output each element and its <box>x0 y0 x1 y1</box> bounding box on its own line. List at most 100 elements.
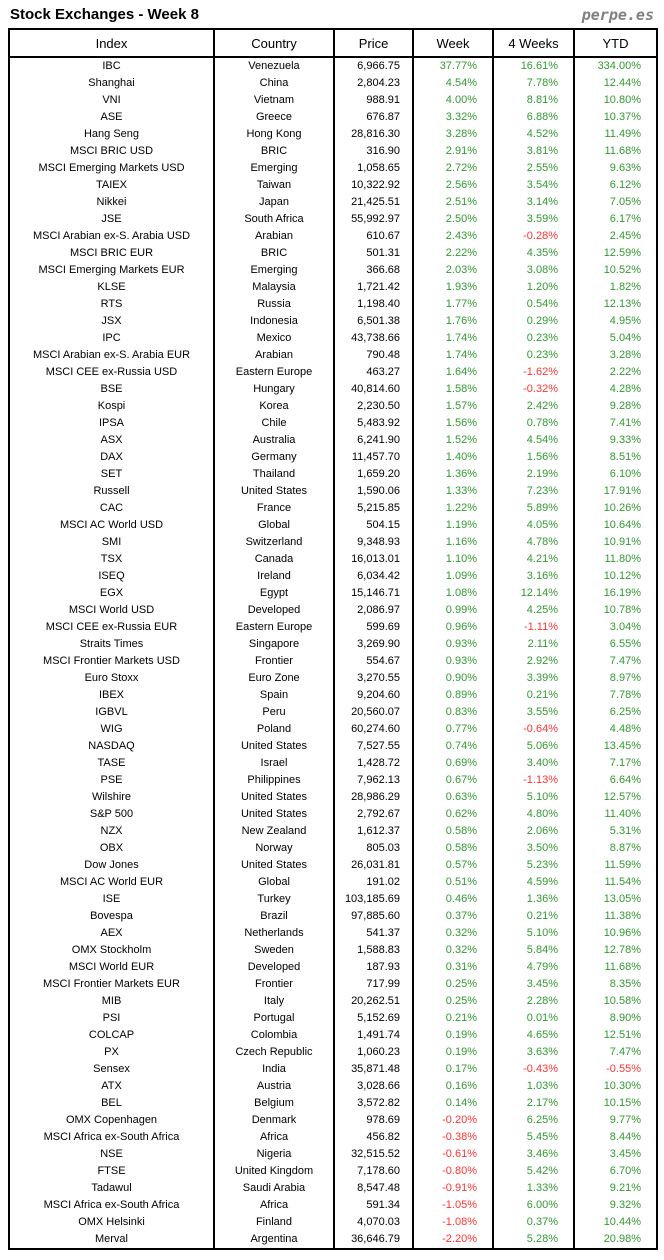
ytd-cell: 7.17% <box>573 755 657 772</box>
country-cell: Argentina <box>213 1231 334 1249</box>
country-cell: Colombia <box>213 1027 334 1044</box>
country-cell: BRIC <box>213 143 334 160</box>
table-row: MSCI Frontier Markets EUR Frontier 717.99 0… <box>9 976 657 993</box>
week-cell: -0.91% <box>412 1180 493 1197</box>
country-cell: Poland <box>213 721 334 738</box>
weeks4-cell: 3.55% <box>492 704 574 721</box>
price-cell: 3,269.90 <box>333 636 413 653</box>
country-cell: Spain <box>213 687 334 704</box>
price-cell: 610.67 <box>333 228 413 245</box>
price-cell: 1,659.20 <box>333 466 413 483</box>
weeks4-cell: -0.32% <box>492 381 574 398</box>
week-cell: 1.64% <box>412 364 493 381</box>
table-row: AEX Netherlands 541.37 0.32% 5.10% 10.96% <box>9 925 657 942</box>
price-cell: 103,185.69 <box>333 891 413 908</box>
ytd-cell: 4.95% <box>573 313 657 330</box>
price-cell: 504.15 <box>333 517 413 534</box>
table-row: Bovespa Brazil 97,885.60 0.37% 0.21% 11.38% <box>9 908 657 925</box>
index-cell: Wilshire <box>91 791 132 803</box>
country-cell: Sweden <box>213 942 334 959</box>
weeks4-cell: 4.65% <box>492 1027 574 1044</box>
table-row: MSCI Africa ex-South Africa Africa 456.82-… <box>9 1129 657 1146</box>
table-row: BEL Belgium 3,572.82 0.14% 2.17% 10.15% <box>9 1095 657 1112</box>
ytd-cell: 20.98% <box>573 1231 657 1249</box>
table-row: MSCI Arabian ex-S. Arabia EUR Arabian 790.… <box>9 347 657 364</box>
table-row: ATX Austria 3,028.66 0.16% 1.03% 10.30% <box>9 1078 657 1095</box>
week-cell: 0.37% <box>412 908 493 925</box>
index-cell: COLCAP <box>88 1029 135 1041</box>
price-cell: 21,425.51 <box>333 194 413 211</box>
week-cell: 0.93% <box>412 636 493 653</box>
table-row: MSCI BRIC EUR BRIC 501.31 2.22% 4.35% 12.59% <box>9 245 657 262</box>
price-cell: 60,274.60 <box>333 721 413 738</box>
stock-exchanges-table: Index Country Price Week 4 Weeks YTD IBC… <box>8 28 658 1250</box>
index-cell: WIG <box>100 723 123 735</box>
country-cell: Taiwan <box>213 177 334 194</box>
ytd-cell: 9.63% <box>573 160 657 177</box>
ytd-cell: 5.31% <box>573 823 657 840</box>
week-cell: 1.08% <box>412 585 493 602</box>
weeks4-cell: 4.59% <box>492 874 574 891</box>
index-cell: MSCI Arabian ex-S. Arabia EUR <box>32 349 191 361</box>
country-cell: Korea <box>213 398 334 415</box>
price-cell: 599.69 <box>333 619 413 636</box>
table-row: Nikkei Japan 21,425.51 2.51% 3.14% 7.05% <box>9 194 657 211</box>
ytd-cell: 7.47% <box>573 1044 657 1061</box>
week-cell: 0.57% <box>412 857 493 874</box>
ytd-cell: 12.59% <box>573 245 657 262</box>
week-cell: 0.19% <box>412 1044 493 1061</box>
week-cell: 1.19% <box>412 517 493 534</box>
index-cell: Nikkei <box>96 196 127 208</box>
week-cell: 1.77% <box>412 296 493 313</box>
weeks4-cell: 6.88% <box>492 109 574 126</box>
week-cell: 2.56% <box>412 177 493 194</box>
country-cell: Portugal <box>213 1010 334 1027</box>
week-cell: 1.52% <box>412 432 493 449</box>
country-cell: Australia <box>213 432 334 449</box>
price-cell: 1,428.72 <box>333 755 413 772</box>
week-cell: 1.74% <box>412 347 493 364</box>
weeks4-cell: 6.25% <box>492 1112 574 1129</box>
index-cell: ATX <box>101 1080 122 1092</box>
week-cell: 4.54% <box>412 75 493 92</box>
index-cell: MSCI Arabian ex-S. Arabia USD <box>32 230 191 242</box>
ytd-cell: 10.80% <box>573 92 657 109</box>
country-cell: Nigeria <box>213 1146 334 1163</box>
table-row: MSCI World EUR Developed 187.93 0.31% 4.79% 1… <box>9 959 657 976</box>
weeks4-cell: 0.23% <box>492 330 574 347</box>
week-cell: 1.57% <box>412 398 493 415</box>
table-row: IBC Venezuela 6,966.75 37.77% 16.61% 334.00% <box>9 57 657 75</box>
week-cell: 0.67% <box>412 772 493 789</box>
weeks4-cell: 0.01% <box>492 1010 574 1027</box>
ytd-cell: 6.12% <box>573 177 657 194</box>
index-cell: AEX <box>100 927 123 939</box>
header-row: Index Country Price Week 4 Weeks YTD <box>9 29 657 58</box>
index-cell: MSCI Frontier Markets USD <box>43 655 180 667</box>
price-cell: 1,491.74 <box>333 1027 413 1044</box>
ytd-cell: 6.17% <box>573 211 657 228</box>
country-cell: Emerging <box>213 160 334 177</box>
price-cell: 7,962.13 <box>333 772 413 789</box>
country-cell: Arabian <box>213 228 334 245</box>
table-body: IBC Venezuela 6,966.75 37.77% 16.61% 334.00% S… <box>9 57 657 1249</box>
weeks4-cell: 2.11% <box>492 636 574 653</box>
price-cell: 40,814.60 <box>333 381 413 398</box>
weeks4-cell: 5.10% <box>492 789 574 806</box>
column-header-ytd: YTD <box>573 29 657 58</box>
country-cell: Global <box>213 874 334 891</box>
weeks4-cell: 0.21% <box>492 908 574 925</box>
table-row: MIB Italy 20,262.51 0.25% 2.28% 10.58% <box>9 993 657 1010</box>
weeks4-cell: 4.54% <box>492 432 574 449</box>
table-row: DAX Germany 11,457.70 1.40% 1.56% 8.51% <box>9 449 657 466</box>
price-cell: 1,721.42 <box>333 279 413 296</box>
index-cell: EGX <box>99 587 124 599</box>
ytd-cell: 10.26% <box>573 500 657 517</box>
table-row: MSCI BRIC USD BRIC 316.90 2.91% 3.81% 11.68% <box>9 143 657 160</box>
table-row: PSE Philippines 7,962.13 0.67% -1.13% 6.64% <box>9 772 657 789</box>
country-cell: Israel <box>213 755 334 772</box>
country-cell: Eastern Europe <box>213 364 334 381</box>
table-row: Straits Times Singapore 3,269.90 0.93% 2.11%… <box>9 636 657 653</box>
ytd-cell: -0.55% <box>573 1061 657 1078</box>
index-cell: RTS <box>100 298 123 310</box>
weeks4-cell: 5.06% <box>492 738 574 755</box>
